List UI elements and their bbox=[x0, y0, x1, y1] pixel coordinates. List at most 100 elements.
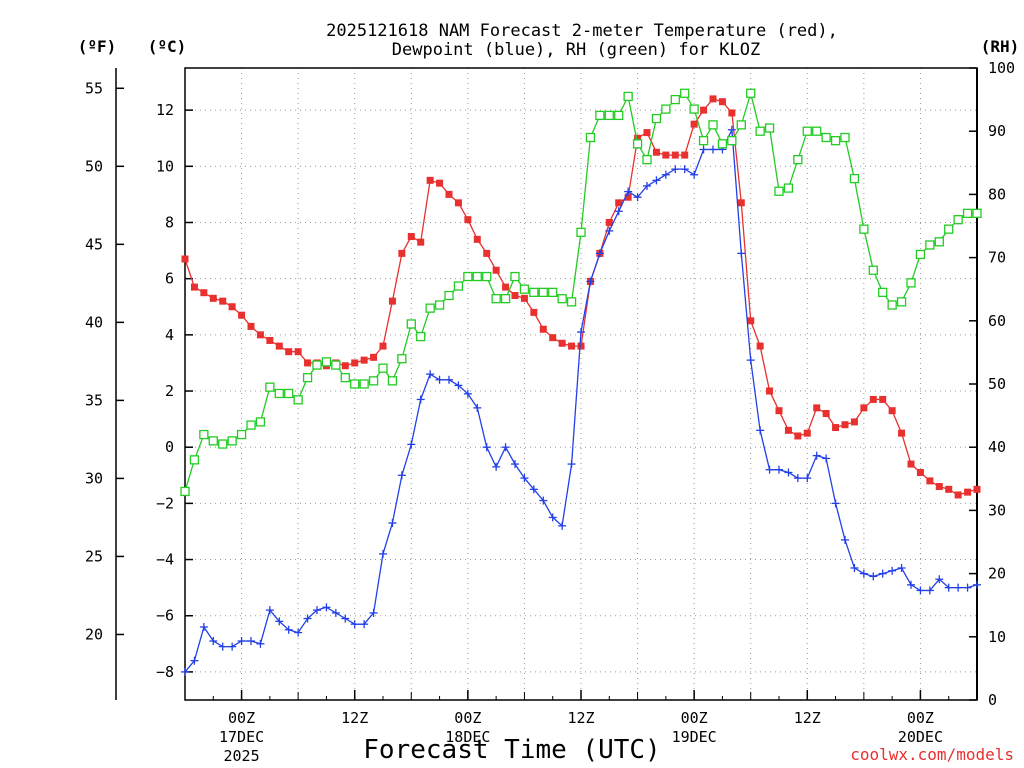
dewpoint-point bbox=[925, 586, 934, 595]
rh-point bbox=[434, 300, 445, 310]
time-tick-label: 12Z bbox=[794, 709, 821, 727]
rh-point bbox=[614, 110, 624, 121]
dewpoint-point bbox=[492, 462, 501, 471]
temperature-point bbox=[445, 190, 453, 198]
dewpoint-point bbox=[737, 249, 746, 258]
temperature-point bbox=[228, 303, 236, 311]
rh-point bbox=[708, 120, 718, 130]
dewpoint-point bbox=[360, 620, 369, 629]
rh-point bbox=[953, 215, 963, 225]
temperature-point bbox=[605, 218, 613, 226]
time-tick-year: 2025 bbox=[224, 747, 260, 765]
temperature-point bbox=[379, 342, 387, 350]
rh-unit-label: (RH) bbox=[981, 37, 1020, 56]
celsius-tick-label: 2 bbox=[165, 382, 174, 400]
celsius-tick-label: −2 bbox=[156, 494, 174, 512]
dewpoint-point bbox=[416, 395, 425, 404]
time-tick-date: 17DEC bbox=[219, 728, 264, 746]
temperature-point bbox=[624, 193, 632, 201]
rh-point bbox=[830, 136, 841, 146]
rh-point bbox=[793, 154, 803, 165]
temperature-point bbox=[530, 308, 538, 316]
time-tick-date: 19DEC bbox=[672, 728, 717, 746]
rh-point bbox=[189, 455, 200, 465]
rh-point bbox=[906, 278, 916, 288]
chart-subtitle: Dewpoint (blue), RH (green) for KLOZ bbox=[392, 40, 760, 60]
time-tick-label: 12Z bbox=[341, 709, 368, 727]
fahrenheit-tick-label: 50 bbox=[85, 157, 103, 175]
dewpoint-series bbox=[181, 125, 981, 676]
dewpoint-point bbox=[944, 583, 953, 592]
rh-point bbox=[397, 354, 407, 364]
credit-text: coolwx.com/models bbox=[850, 745, 1014, 764]
temperature-point bbox=[370, 353, 378, 361]
fahrenheit-unit-label: (ºF) bbox=[78, 37, 117, 56]
rh-tick-label: 50 bbox=[988, 375, 1006, 393]
temperature-point bbox=[643, 129, 651, 137]
temperature-point bbox=[945, 485, 953, 493]
dewpoint-point bbox=[284, 625, 293, 634]
dewpoint-point bbox=[473, 403, 482, 412]
rh-point bbox=[538, 287, 548, 298]
rh-point bbox=[312, 360, 322, 370]
rh-point bbox=[463, 271, 473, 282]
dewpoint-point bbox=[727, 125, 736, 134]
temperature-point bbox=[190, 283, 198, 291]
dewpoint-point bbox=[322, 603, 331, 612]
temperature-point bbox=[238, 311, 246, 319]
rh-point bbox=[500, 294, 511, 304]
rh-point bbox=[557, 294, 567, 304]
dewpoint-point bbox=[869, 572, 878, 581]
temperature-point bbox=[351, 359, 359, 367]
rh-tick-label: 10 bbox=[988, 628, 1006, 646]
temperature-point bbox=[700, 106, 708, 114]
dewpoint-point bbox=[539, 496, 548, 505]
dewpoint-point bbox=[181, 667, 189, 676]
rh-point bbox=[878, 287, 888, 298]
rh-point bbox=[246, 420, 256, 430]
dewpoint-point bbox=[652, 176, 661, 185]
rh-point bbox=[689, 104, 699, 114]
rh-point bbox=[925, 240, 935, 250]
dewpoint-point bbox=[878, 569, 887, 578]
temperature-point bbox=[832, 424, 840, 432]
temperature-point bbox=[275, 342, 283, 350]
dewpoint-point bbox=[341, 614, 350, 623]
dewpoint-point bbox=[793, 474, 802, 483]
temperature-point bbox=[794, 432, 802, 440]
rh-point bbox=[595, 110, 605, 121]
rh-axis: 0 10 20 30 40 50 60 70 80 90 100 bbox=[969, 59, 1015, 709]
temperature-point bbox=[464, 216, 472, 224]
celsius-tick-label: 10 bbox=[156, 157, 174, 175]
celsius-tick-label: −4 bbox=[156, 551, 174, 569]
rh-point bbox=[896, 297, 907, 307]
temperature-point bbox=[916, 468, 924, 476]
dewpoint-point bbox=[935, 575, 944, 584]
dewpoint-point bbox=[699, 145, 708, 154]
dewpoint-point bbox=[511, 460, 519, 469]
celsius-axis: −8 −6 −4 −2 0 2 4 6 8 10 12 bbox=[156, 101, 193, 681]
temperature-point bbox=[681, 151, 689, 159]
rh-point bbox=[302, 373, 313, 383]
dewpoint-point bbox=[614, 207, 623, 216]
rh-point bbox=[972, 208, 982, 219]
dewpoint-point bbox=[331, 608, 340, 617]
rh-point bbox=[962, 208, 973, 219]
dewpoint-point bbox=[265, 606, 274, 615]
temperature-point bbox=[888, 407, 896, 415]
dewpoint-point bbox=[426, 370, 435, 379]
temperature-point bbox=[417, 238, 425, 246]
temperature-point bbox=[407, 233, 415, 241]
rh-tick-label: 60 bbox=[988, 312, 1006, 330]
rh-point bbox=[199, 429, 209, 440]
rh-point bbox=[755, 126, 765, 136]
dewpoint-point bbox=[228, 642, 237, 651]
time-tick-label: 00Z bbox=[681, 709, 708, 727]
rh-point bbox=[218, 439, 228, 449]
dewpoint-point bbox=[237, 637, 246, 646]
dewpoint-point bbox=[963, 583, 972, 592]
rh-point bbox=[340, 373, 350, 383]
temperature-point bbox=[577, 342, 585, 350]
